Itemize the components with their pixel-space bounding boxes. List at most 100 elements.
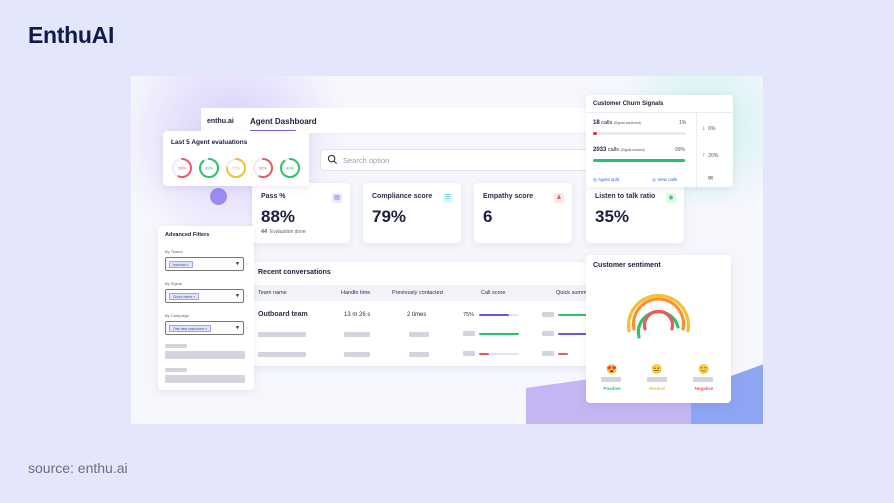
app-logo: enthu.ai — [207, 118, 234, 125]
placeholder — [165, 351, 245, 359]
trend-up: ↑ 20% — [702, 152, 719, 159]
placeholder — [601, 377, 621, 382]
sentiment-label: Positive — [603, 386, 621, 391]
search-placeholder: Search option — [343, 156, 390, 165]
gauge-arc — [631, 297, 686, 331]
metric-label: Compliance score — [372, 193, 433, 200]
advanced-filters: Advanced Filters By Teams Inbound × ▼ By… — [158, 226, 254, 390]
search-icon — [327, 154, 338, 165]
sentiment-gauge — [626, 293, 691, 339]
placeholder — [542, 351, 554, 356]
evaluation-ring[interactable]: 89% — [198, 157, 220, 179]
metric-value: 88% — [261, 207, 296, 226]
evaluation-ring[interactable]: 75% — [225, 157, 247, 179]
ring-label: 75% — [232, 166, 240, 171]
placeholder — [344, 352, 370, 357]
summary-bar — [558, 314, 591, 316]
customer-sentiment: Customer sentiment 😍 😐 🙂 Positive Neutra… — [586, 255, 731, 403]
churn-fill — [593, 159, 686, 162]
view-calls-link[interactable]: ◎ View calls — [652, 177, 678, 182]
calendar-icon: ▤ — [332, 193, 342, 203]
ring-label: 89% — [205, 166, 213, 171]
placeholder — [258, 332, 306, 337]
filter-chip[interactable]: Churn Intent × — [169, 293, 200, 300]
signal-select[interactable]: Churn Intent × ▼ — [165, 289, 244, 303]
placeholder — [542, 312, 554, 317]
filter-chip[interactable]: Onb new customers × — [169, 325, 212, 332]
placeholder — [647, 377, 667, 382]
mail-icon[interactable]: ✉ — [708, 176, 714, 182]
agent-split-link[interactable]: ◎ Agent split — [593, 177, 619, 182]
last-evaluations-card: Last 5 Agent evaluations 56% 89% 75% 56% 89% — [163, 131, 309, 186]
metric-value: 79% — [372, 207, 407, 226]
ring-progress — [172, 158, 192, 178]
gauge-arc — [626, 293, 691, 333]
placeholder — [693, 377, 713, 382]
filter-label: By Campaign — [165, 313, 190, 318]
evaluation-ring[interactable]: 56% — [252, 157, 274, 179]
placeholder — [409, 332, 429, 337]
ring-progress — [199, 158, 219, 178]
top-bar: enthu.ai Agent Dashboard — [201, 108, 591, 134]
metric-listen-talk[interactable]: Listen to talk ratio ◉ 35% — [586, 183, 684, 243]
filter-label: By Teams — [165, 249, 183, 254]
ring-label: 89% — [286, 166, 294, 171]
churn-percent: 1% — [679, 120, 687, 126]
column-header[interactable]: Handle time — [341, 290, 371, 296]
brand-logo: EnthuAI — [28, 22, 115, 48]
teams-select[interactable]: Inbound × ▼ — [165, 257, 244, 271]
source-caption: source: enthu.ai — [28, 460, 128, 476]
campaign-select[interactable]: Onb new customers × ▼ — [165, 321, 244, 335]
evaluation-ring[interactable]: 89% — [279, 157, 301, 179]
churn-row-label: 2033 calls (Signal missed) — [593, 147, 645, 153]
sentiment-label: Neutral — [649, 386, 665, 391]
metric-label: Pass % — [261, 193, 286, 200]
churn-fill — [593, 132, 597, 135]
metric-compliance[interactable]: Compliance score ☰ 79% — [363, 183, 461, 243]
metric-pass[interactable]: Pass % ▤ 88% 44 Evaluation done — [252, 183, 350, 243]
filter-label: By Signal — [165, 281, 182, 286]
negative-emoji-icon: 🙂 — [698, 364, 710, 374]
dashboard-screenshot: enthu.ai Agent Dashboard Search option P… — [131, 76, 763, 424]
summary-bar — [558, 333, 591, 335]
previously-contacted: 2 times — [407, 312, 427, 318]
chevron-down-icon: ▼ — [235, 325, 240, 331]
column-header[interactable]: Quick summ — [556, 290, 587, 296]
search-input[interactable]: Search option — [320, 149, 600, 171]
divider — [696, 112, 697, 187]
recent-conversations: Recent conversations Team name Handle ti… — [251, 262, 591, 366]
placeholder — [165, 375, 245, 383]
ring-progress — [253, 158, 273, 178]
column-header[interactable]: Previously contacted — [392, 290, 443, 296]
list-icon: ☰ — [443, 193, 453, 203]
score-bar — [479, 333, 519, 335]
table-header: Team name Handle time Previously contact… — [251, 285, 591, 301]
arrow-up-icon: ↑ — [702, 152, 706, 159]
ring-progress — [280, 158, 300, 178]
chevron-down-icon: ▼ — [235, 261, 240, 267]
metric-sub: 44 Evaluation done — [261, 229, 306, 235]
sentiment-label: Negative — [694, 386, 714, 391]
customer-churn-signals: Customer Churn Signals 18 calls (Signal … — [586, 95, 733, 187]
placeholder — [258, 352, 306, 357]
column-header[interactable]: Team name — [258, 290, 287, 296]
placeholder — [165, 368, 187, 372]
placeholder — [409, 352, 429, 357]
metric-label: Empathy score — [483, 193, 534, 200]
neutral-emoji-icon: 😐 — [651, 364, 663, 374]
evaluation-ring[interactable]: 56% — [171, 157, 193, 179]
section-title: Recent conversations — [258, 269, 331, 276]
avatar[interactable] — [210, 188, 227, 205]
tab-agent-dashboard[interactable]: Agent Dashboard — [250, 117, 317, 126]
metric-value: 6 — [483, 207, 493, 226]
card-title: Advanced Filters — [165, 232, 210, 238]
churn-percent: 99% — [675, 147, 686, 153]
column-header[interactable]: Call score — [481, 290, 506, 296]
churn-row-label: 18 calls (Signal achieved) — [593, 120, 641, 126]
people-icon: ♟ — [554, 193, 564, 203]
filter-chip[interactable]: Inbound × — [169, 261, 193, 268]
gauge-arc — [642, 309, 675, 331]
placeholder — [463, 351, 475, 356]
metric-empathy[interactable]: Empathy score ♟ 6 — [474, 183, 572, 243]
ring-label: 56% — [259, 166, 267, 171]
